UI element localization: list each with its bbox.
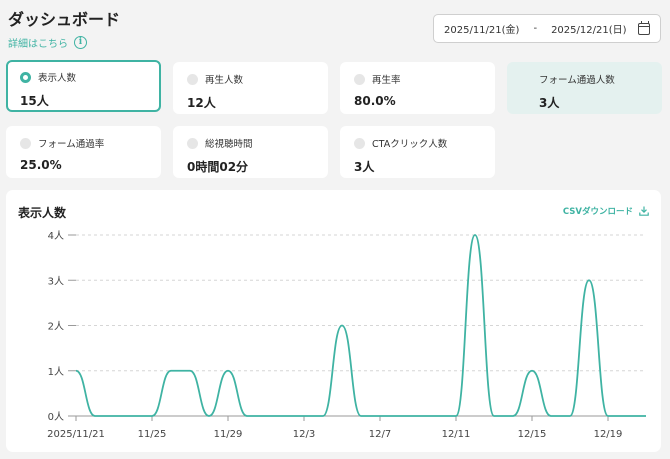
radio-icon[interactable]	[354, 137, 365, 149]
detail-link[interactable]: 詳細はこちら i	[8, 35, 87, 50]
x-tick-label: 12/19	[594, 429, 623, 440]
metric-label: 再生人数	[205, 75, 244, 86]
chart-panel: 表示人数 CSVダウンロード 0人 1人 2人 3人 4人 2025/11/21 11/25…	[6, 190, 661, 452]
metric-card-views[interactable]: 表示人数 15人	[6, 60, 161, 112]
csv-download-button[interactable]: CSVダウンロード	[563, 205, 649, 217]
radio-selected-icon[interactable]	[20, 71, 31, 83]
radio-icon[interactable]	[187, 73, 198, 85]
calendar-icon[interactable]	[638, 21, 650, 35]
metric-card-form-rate[interactable]: フォーム通過率 25.0%	[6, 126, 161, 178]
x-tick-label: 11/25	[138, 429, 167, 440]
metric-card-plays[interactable]: 再生人数 12人	[173, 62, 328, 114]
metric-value: 80.0%	[354, 94, 396, 108]
info-icon[interactable]: i	[74, 36, 87, 49]
metric-label: フォーム通過人数	[539, 75, 615, 86]
y-tick-label: 3人	[48, 275, 64, 287]
chart-title: 表示人数	[18, 206, 67, 220]
metric-label: 表示人数	[38, 73, 77, 84]
csv-download-label[interactable]: CSVダウンロード	[562, 207, 633, 217]
page-title: ダッシュボード	[8, 10, 121, 29]
series-line	[75, 234, 646, 417]
metric-label: フォーム通過率	[38, 139, 105, 150]
y-tick-label: 4人	[48, 230, 64, 242]
x-tick-label: 12/3	[293, 429, 315, 440]
detail-link-label[interactable]: 詳細はこちら	[8, 39, 68, 50]
metric-card-watch-time[interactable]: 総視聴時間 0時間02分	[173, 126, 328, 178]
metric-value: 15人	[20, 94, 49, 108]
radio-icon[interactable]	[187, 137, 198, 149]
metric-label: CTAクリック人数	[372, 139, 448, 150]
metric-value: 3人	[539, 96, 560, 110]
metric-value: 12人	[187, 96, 216, 110]
metric-card-play-rate[interactable]: 再生率 80.0%	[340, 62, 495, 114]
line-chart: 0人 1人 2人 3人 4人 2025/11/21 11/25 11/29 12/3 12/7 12…	[47, 230, 646, 440]
y-tick-label: 2人	[48, 321, 64, 333]
radio-icon[interactable]	[354, 73, 365, 85]
metric-card-cta-clicks[interactable]: CTAクリック人数 3人	[340, 126, 495, 178]
metric-label: 総視聴時間	[205, 139, 253, 150]
metric-value: 3人	[354, 160, 375, 174]
y-tick-label: 1人	[48, 366, 64, 378]
date-separator: -	[533, 23, 538, 34]
x-tick-label: 12/15	[518, 429, 547, 440]
date-range-picker[interactable]: 2025/11/21(金) - 2025/12/21(日)	[433, 14, 661, 43]
date-from[interactable]: 2025/11/21(金)	[444, 25, 520, 36]
radio-icon[interactable]	[20, 137, 31, 149]
x-tick-label: 11/29	[214, 429, 243, 440]
y-tick-label: 0人	[48, 411, 64, 423]
metric-value: 0時間02分	[187, 160, 249, 174]
metric-card-form-pass[interactable]: フォーム通過人数 3人	[507, 62, 662, 114]
metric-value: 25.0%	[20, 158, 62, 172]
date-to[interactable]: 2025/12/21(日)	[551, 25, 627, 36]
x-tick-label: 12/11	[442, 429, 471, 440]
download-icon[interactable]	[639, 206, 649, 216]
metric-label: 再生率	[372, 75, 401, 86]
x-tick-label: 12/7	[369, 429, 391, 440]
x-tick-label: 2025/11/21	[47, 429, 105, 440]
